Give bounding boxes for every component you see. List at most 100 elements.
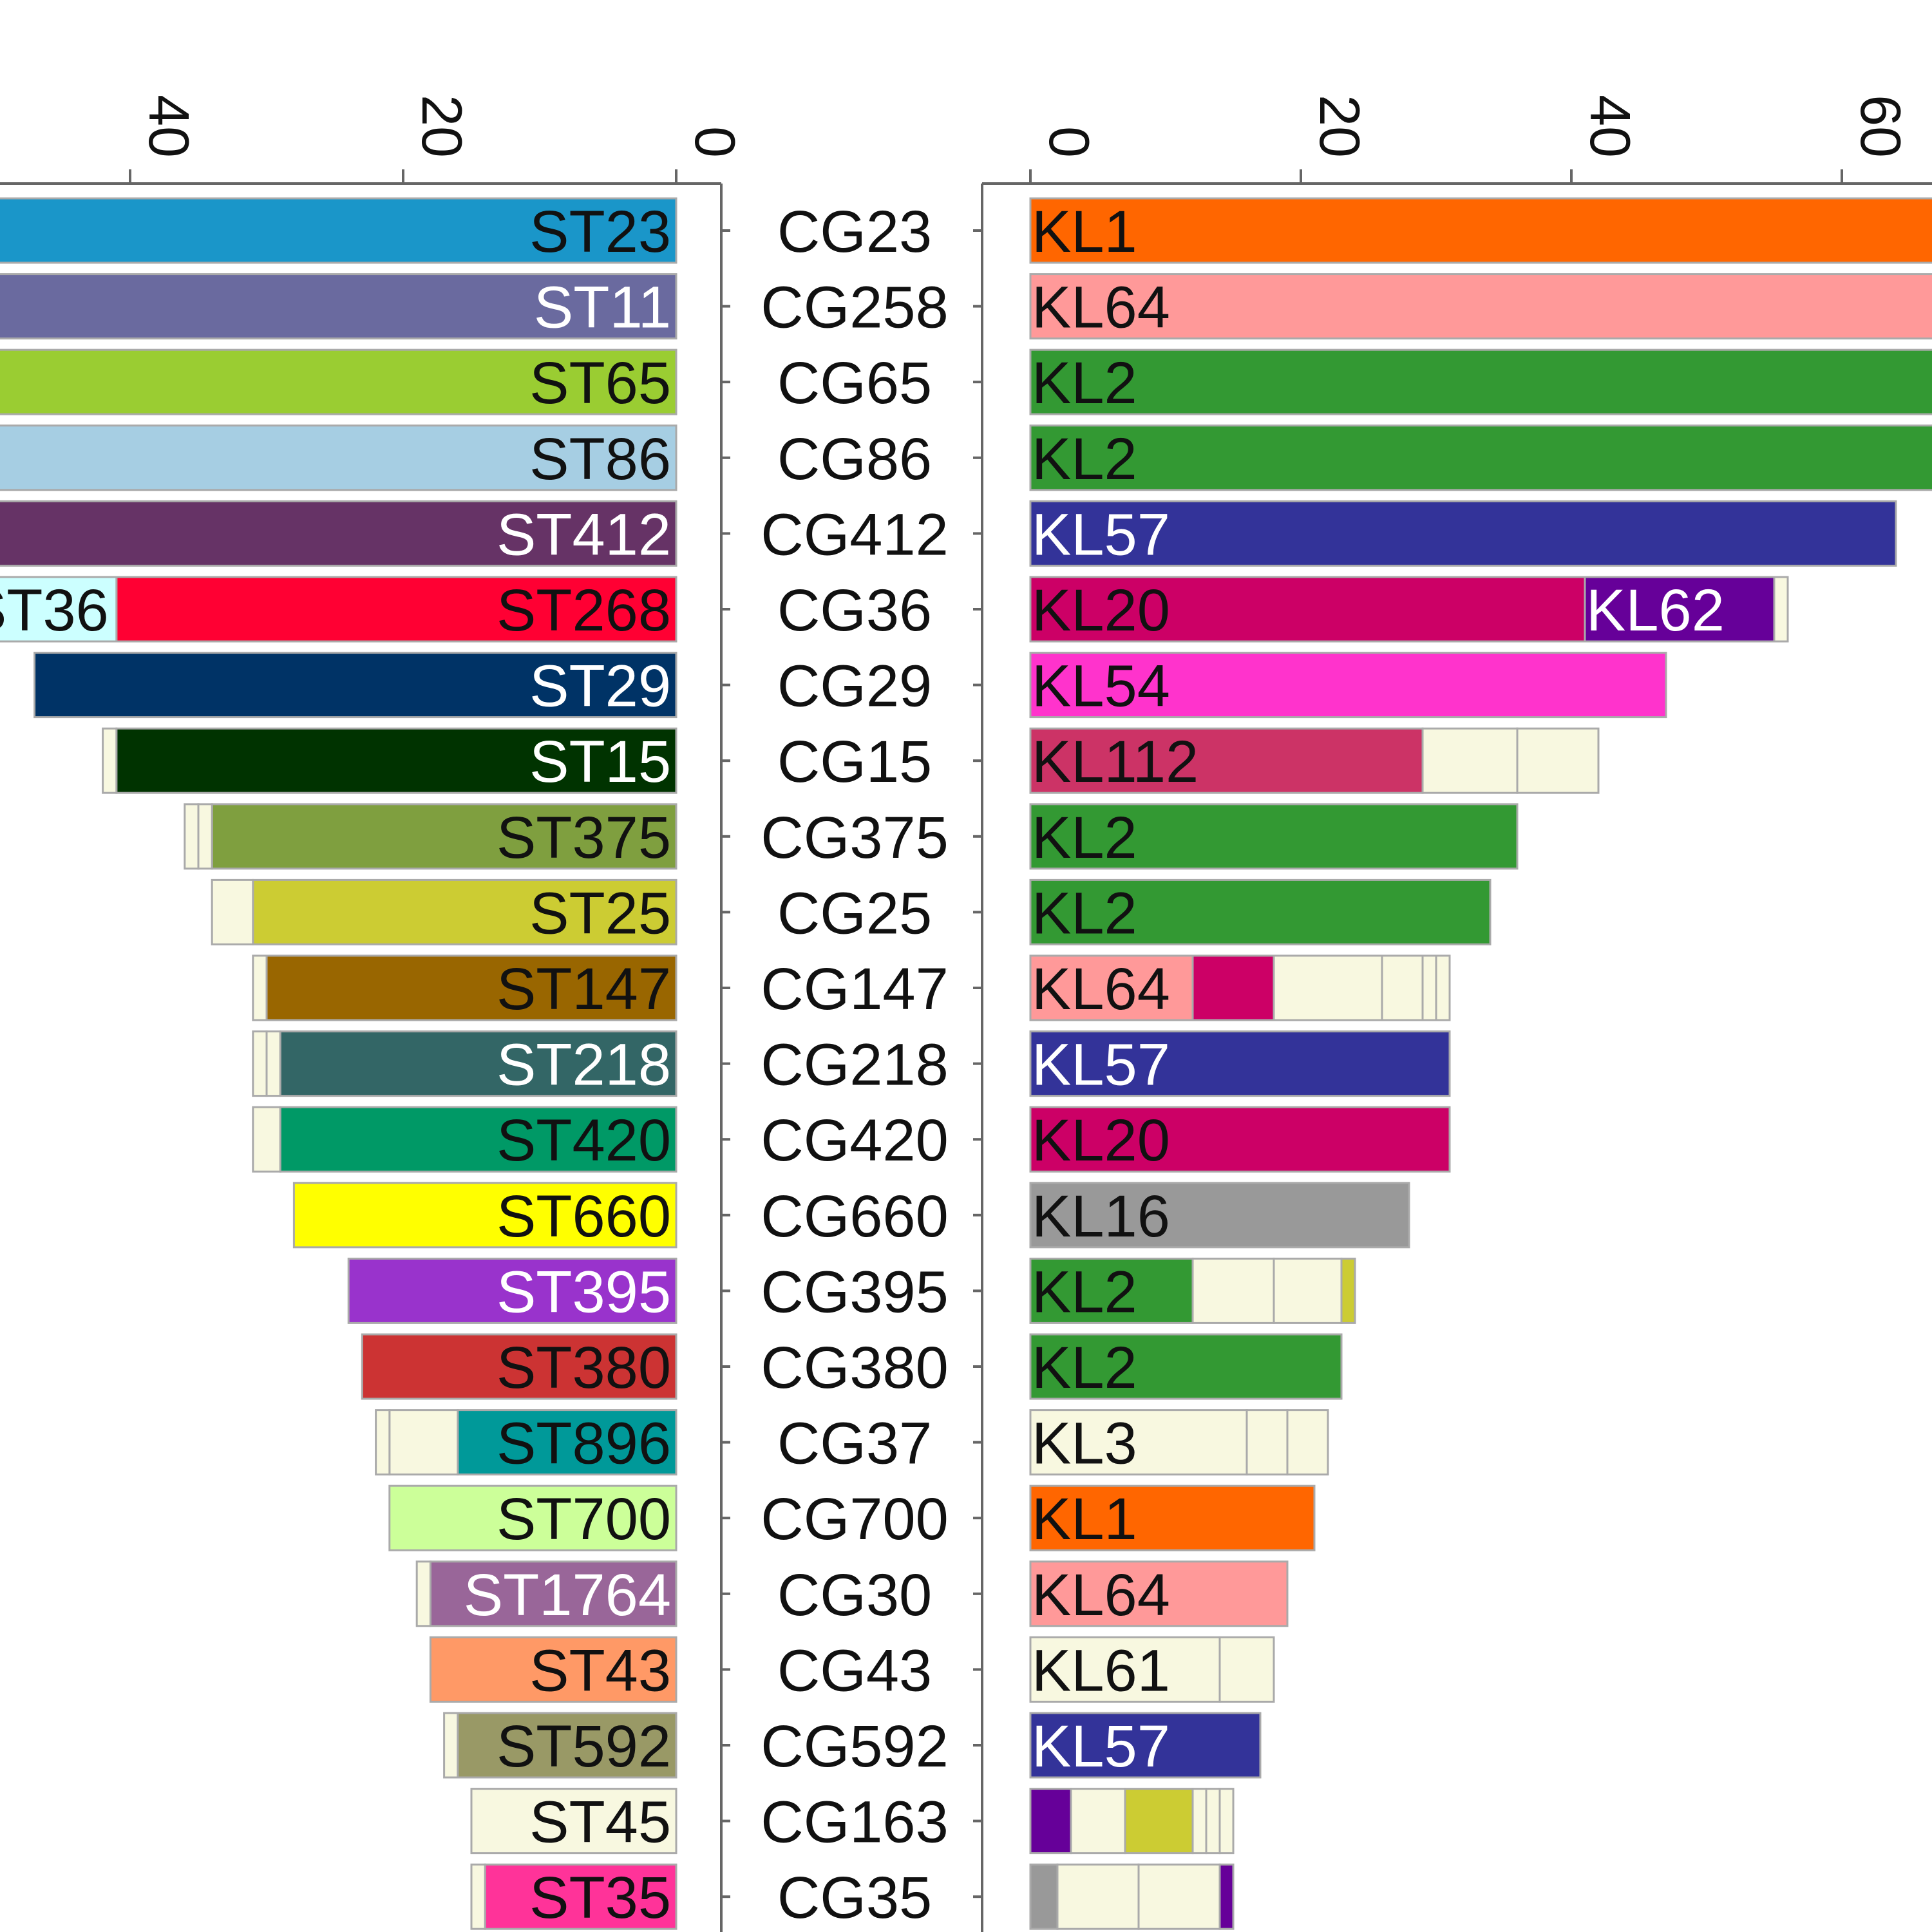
right-bar-segment bbox=[1029, 424, 1932, 491]
category-label: CG30 bbox=[777, 1562, 932, 1628]
category-labels: CG23 CG258 CG65 CG86 CG412 CG36 CG29 CG15 CG375 C… bbox=[721, 199, 982, 1931]
left-axis-tick-label: 40 bbox=[137, 95, 201, 158]
right-bar-segment bbox=[1381, 954, 1424, 1021]
right-bar-segment bbox=[1029, 500, 1897, 567]
category-label: CG43 bbox=[777, 1638, 932, 1703]
right-segment-label: KL54 bbox=[1032, 654, 1170, 719]
left-bar-label: ST43 bbox=[529, 1638, 671, 1703]
right-bar-segment bbox=[1029, 1106, 1451, 1173]
left-axis-tick-label: 20 bbox=[410, 95, 474, 158]
left-bar-label: ST15 bbox=[529, 729, 671, 795]
right-bar-segment bbox=[1218, 1788, 1235, 1855]
category-label: CG163 bbox=[761, 1790, 949, 1855]
left-bar-label: ST395 bbox=[497, 1259, 671, 1325]
right-segment-label: KL62 bbox=[1586, 578, 1725, 643]
right-bar-segment bbox=[1773, 576, 1789, 643]
category-label: CG412 bbox=[761, 502, 949, 567]
right-bar-segment bbox=[1245, 1409, 1289, 1476]
right-bar-segment bbox=[1340, 1257, 1356, 1324]
right-segment-label: KL2 bbox=[1032, 880, 1137, 946]
left-bar-label: ST268 bbox=[497, 578, 671, 643]
left-segment-label: ST36 bbox=[0, 578, 109, 643]
category-label: CG147 bbox=[761, 956, 949, 1022]
left-bar-segment bbox=[197, 803, 213, 870]
right-bar-segment bbox=[1029, 1333, 1343, 1400]
right-axis-tick-label: 60 bbox=[1849, 95, 1913, 158]
left-bar-segment bbox=[470, 1788, 677, 1855]
right-bar-segment bbox=[1191, 954, 1275, 1021]
left-bar-segment bbox=[115, 576, 677, 643]
category-label: CG375 bbox=[761, 805, 949, 871]
left-bar-segment bbox=[115, 727, 677, 794]
right-axis-tick-label: 40 bbox=[1578, 95, 1642, 158]
right-bar-segment bbox=[1584, 576, 1776, 643]
left-bar-segment bbox=[0, 424, 677, 491]
left-bar-segment bbox=[102, 727, 118, 794]
right-bar-segment bbox=[1029, 273, 1932, 340]
right-bar-segment bbox=[1029, 197, 1932, 264]
left-bar-segment bbox=[211, 803, 677, 870]
left-bar-segment bbox=[0, 500, 677, 567]
left-bar-label: ST25 bbox=[529, 880, 671, 946]
right-segment-label: KL57 bbox=[1032, 1032, 1170, 1098]
right-segment-label: KL64 bbox=[1032, 1562, 1170, 1628]
left-bar-segment bbox=[252, 1106, 281, 1173]
left-bar-label: ST86 bbox=[529, 426, 671, 492]
category-label: CG25 bbox=[777, 880, 932, 946]
category-label: CG700 bbox=[761, 1486, 949, 1552]
category-label: CG15 bbox=[777, 729, 932, 795]
right-segment-label: KL20 bbox=[1032, 1108, 1170, 1173]
right-bar-segment bbox=[1029, 1484, 1316, 1551]
right-segment-label: KL2 bbox=[1032, 426, 1137, 492]
right-bar-segment bbox=[1273, 954, 1383, 1021]
right-bar-segment bbox=[1124, 1788, 1194, 1855]
right-axis-tick-label: 20 bbox=[1308, 95, 1372, 158]
left-bar-segment bbox=[211, 878, 254, 945]
left-bar-label: ST592 bbox=[497, 1714, 671, 1779]
right-segment-label: KL112 bbox=[1032, 729, 1198, 795]
left-bar-segment bbox=[388, 1409, 459, 1476]
left-bar-segment bbox=[252, 954, 268, 1021]
left-bar-segment bbox=[33, 652, 677, 719]
right-segment-label: KL64 bbox=[1032, 956, 1170, 1022]
left-bar-segment bbox=[0, 576, 118, 643]
right-bar-segment bbox=[1029, 954, 1194, 1021]
right-segment-label: KL61 bbox=[1032, 1638, 1170, 1703]
left-bar-segment bbox=[184, 803, 200, 870]
right-bar-segment bbox=[1029, 803, 1519, 870]
right-bar-segment bbox=[1056, 1863, 1140, 1930]
right-bar-segment bbox=[1029, 1712, 1262, 1779]
left-bar-label: ST11 bbox=[534, 275, 671, 341]
left-bar-label: ST700 bbox=[497, 1486, 671, 1552]
right-panel: 0 20 40 60 KL1 KL64 KL2 KL2 KL57 KL20 KL62 KL54 KL11… bbox=[981, 95, 1932, 1932]
left-bar-segment bbox=[429, 1636, 677, 1703]
right-segment-label: KL16 bbox=[1032, 1184, 1170, 1249]
left-bar-label: ST375 bbox=[497, 805, 671, 871]
category-label: CG218 bbox=[761, 1032, 949, 1098]
left-bar-label: ST23 bbox=[529, 199, 671, 265]
left-bar-label: ST45 bbox=[529, 1790, 671, 1855]
right-segment-label: KL1 bbox=[1032, 199, 1137, 265]
category-label: CG660 bbox=[761, 1184, 949, 1249]
category-label: CG35 bbox=[777, 1865, 932, 1931]
left-bar-label: ST35 bbox=[529, 1865, 671, 1931]
left-panel: 0 20 40 ST23 ST11 ST65 ST86 ST412 ST36 ST268 ST29 S… bbox=[0, 95, 747, 1932]
right-bar-segment bbox=[1029, 1409, 1248, 1476]
left-bar-segment bbox=[361, 1333, 677, 1400]
left-bar-segment bbox=[457, 1712, 677, 1779]
left-bar-label: ST218 bbox=[497, 1032, 671, 1098]
right-axis-tick-label: 0 bbox=[1037, 126, 1101, 158]
right-bar-segment bbox=[1029, 348, 1932, 415]
right-bar-segment bbox=[1205, 1788, 1221, 1855]
right-bar-segment bbox=[1029, 576, 1586, 643]
left-bar-segment bbox=[415, 1560, 431, 1627]
right-bar-segment bbox=[1029, 1182, 1410, 1249]
left-bar-segment bbox=[265, 1030, 281, 1097]
left-bar-label: ST29 bbox=[529, 654, 671, 719]
left-bar-label: ST420 bbox=[497, 1108, 671, 1173]
right-bar-segment bbox=[1273, 1257, 1343, 1324]
right-bar-segment bbox=[1070, 1788, 1126, 1855]
right-bar-segment bbox=[1218, 1863, 1235, 1930]
left-bar-segment bbox=[388, 1484, 677, 1551]
